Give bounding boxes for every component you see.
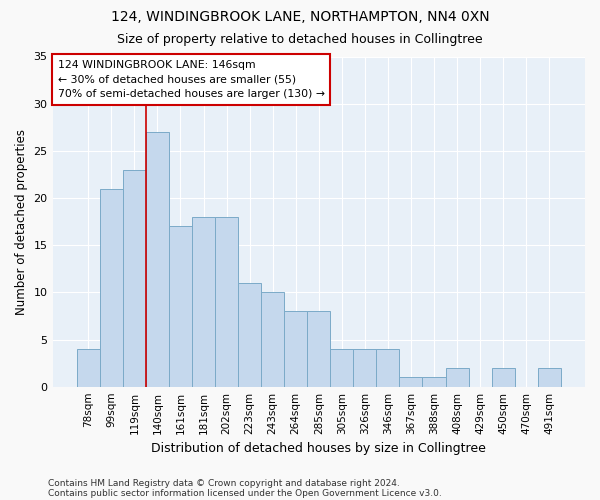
- Bar: [491, 368, 515, 386]
- Bar: [422, 377, 446, 386]
- Bar: [284, 311, 307, 386]
- Bar: [538, 368, 561, 386]
- Bar: [123, 170, 146, 386]
- Bar: [146, 132, 169, 386]
- Bar: [261, 292, 284, 386]
- Text: 124, WINDINGBROOK LANE, NORTHAMPTON, NN4 0XN: 124, WINDINGBROOK LANE, NORTHAMPTON, NN4…: [110, 10, 490, 24]
- Y-axis label: Number of detached properties: Number of detached properties: [15, 128, 28, 314]
- X-axis label: Distribution of detached houses by size in Collingtree: Distribution of detached houses by size …: [151, 442, 486, 455]
- Bar: [307, 311, 330, 386]
- Bar: [169, 226, 192, 386]
- Text: Size of property relative to detached houses in Collingtree: Size of property relative to detached ho…: [117, 32, 483, 46]
- Bar: [446, 368, 469, 386]
- Bar: [330, 349, 353, 387]
- Bar: [376, 349, 400, 387]
- Bar: [400, 377, 422, 386]
- Text: 124 WINDINGBROOK LANE: 146sqm
← 30% of detached houses are smaller (55)
70% of s: 124 WINDINGBROOK LANE: 146sqm ← 30% of d…: [58, 60, 325, 100]
- Text: Contains public sector information licensed under the Open Government Licence v3: Contains public sector information licen…: [48, 488, 442, 498]
- Bar: [238, 283, 261, 387]
- Bar: [192, 217, 215, 386]
- Bar: [353, 349, 376, 387]
- Bar: [215, 217, 238, 386]
- Bar: [100, 188, 123, 386]
- Bar: [77, 349, 100, 387]
- Text: Contains HM Land Registry data © Crown copyright and database right 2024.: Contains HM Land Registry data © Crown c…: [48, 478, 400, 488]
